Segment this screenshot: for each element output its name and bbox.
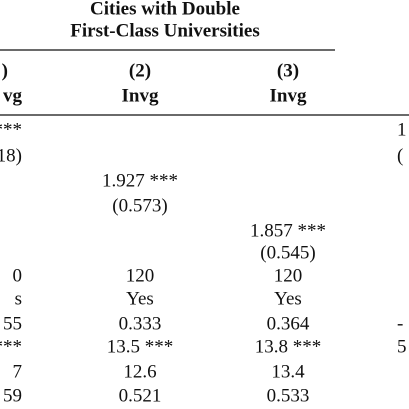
title-line: Cities with Double: [90, 0, 240, 19]
table-cell: ***: [0, 336, 22, 357]
column-label: vg: [3, 85, 23, 106]
table-cell: (: [397, 145, 403, 166]
table-cell: 1.927 ***: [102, 170, 178, 191]
column-number: (3): [277, 60, 299, 81]
table-cell: -: [397, 313, 403, 334]
table-cell: 120: [274, 265, 303, 286]
table-cell: 7: [13, 361, 23, 382]
table-cell: 13.5 ***: [107, 336, 174, 357]
table-cell: 55: [3, 313, 22, 334]
table-cell: s: [15, 288, 22, 309]
table-cell: 0: [13, 265, 23, 286]
table-body: 7 *** 1 18) (1.927 *** (0.573) 1.857 ***(0.54…: [0, 119, 407, 406]
column-number: (2): [129, 60, 151, 81]
table-cell: 0.521: [119, 385, 162, 406]
table-cell: 12.6: [123, 361, 156, 382]
table-cell: 18): [0, 145, 22, 166]
table-cell: 5: [397, 336, 407, 357]
table-cell: Yes: [274, 288, 302, 309]
table-cell: 1.857 ***: [250, 220, 326, 241]
column-label: Invg: [122, 85, 159, 106]
table-cell: 0.364: [267, 313, 310, 334]
table-cell: 120: [126, 265, 155, 286]
table-cell: 0.533: [267, 385, 310, 406]
table-cell: (0.545): [260, 242, 315, 263]
table-cell: 59: [3, 385, 22, 406]
table-cell: 13.8 ***: [255, 336, 322, 357]
table-cell: 1: [397, 119, 407, 140]
title-line: First-Class Universities: [70, 20, 259, 41]
table-cell: (0.573): [112, 195, 167, 216]
table-cell: 13.4: [271, 361, 305, 382]
table-cell: 7 ***: [0, 119, 22, 140]
table-cell: 0.333: [119, 313, 162, 334]
table-cell: Yes: [126, 288, 154, 309]
column-label: Invg: [270, 85, 307, 106]
column-number: ): [2, 60, 8, 81]
